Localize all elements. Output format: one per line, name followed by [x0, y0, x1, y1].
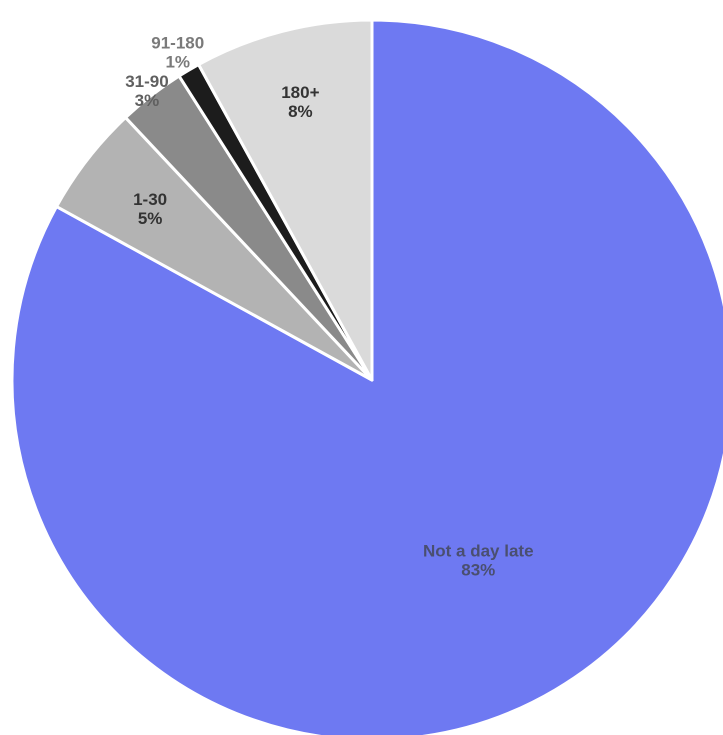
slice-label-name: 180+	[281, 83, 319, 102]
slice-label-value: 83%	[461, 561, 495, 580]
slice-label-1-30: 1-30 5%	[133, 190, 167, 228]
slice-label-value: 1%	[165, 53, 190, 72]
slice-label-31-90: 31-90 3%	[125, 72, 168, 110]
pie-slice-180plus	[197, 18, 374, 382]
slice-label-91-180: 91-180 1%	[151, 34, 204, 72]
slice-label-180plus: 180+ 8%	[281, 83, 319, 121]
slice-label-value: 3%	[135, 91, 160, 110]
slice-label-not-a-day-late: Not a day late 83%	[423, 542, 534, 580]
slice-label-name: Not a day late	[423, 542, 534, 561]
slice-label-value: 8%	[288, 102, 313, 121]
slice-label-value: 5%	[138, 209, 163, 228]
slice-label-name: 91-180	[151, 34, 204, 53]
slice-label-name: 31-90	[125, 72, 168, 91]
pie-slices	[10, 18, 723, 735]
pie-slice-not-a-day-late	[10, 18, 723, 735]
slice-label-name: 1-30	[133, 190, 167, 209]
slice-labels: Not a day late 83%1-30 5%31-90 3%91-180 1%18…	[125, 34, 533, 580]
